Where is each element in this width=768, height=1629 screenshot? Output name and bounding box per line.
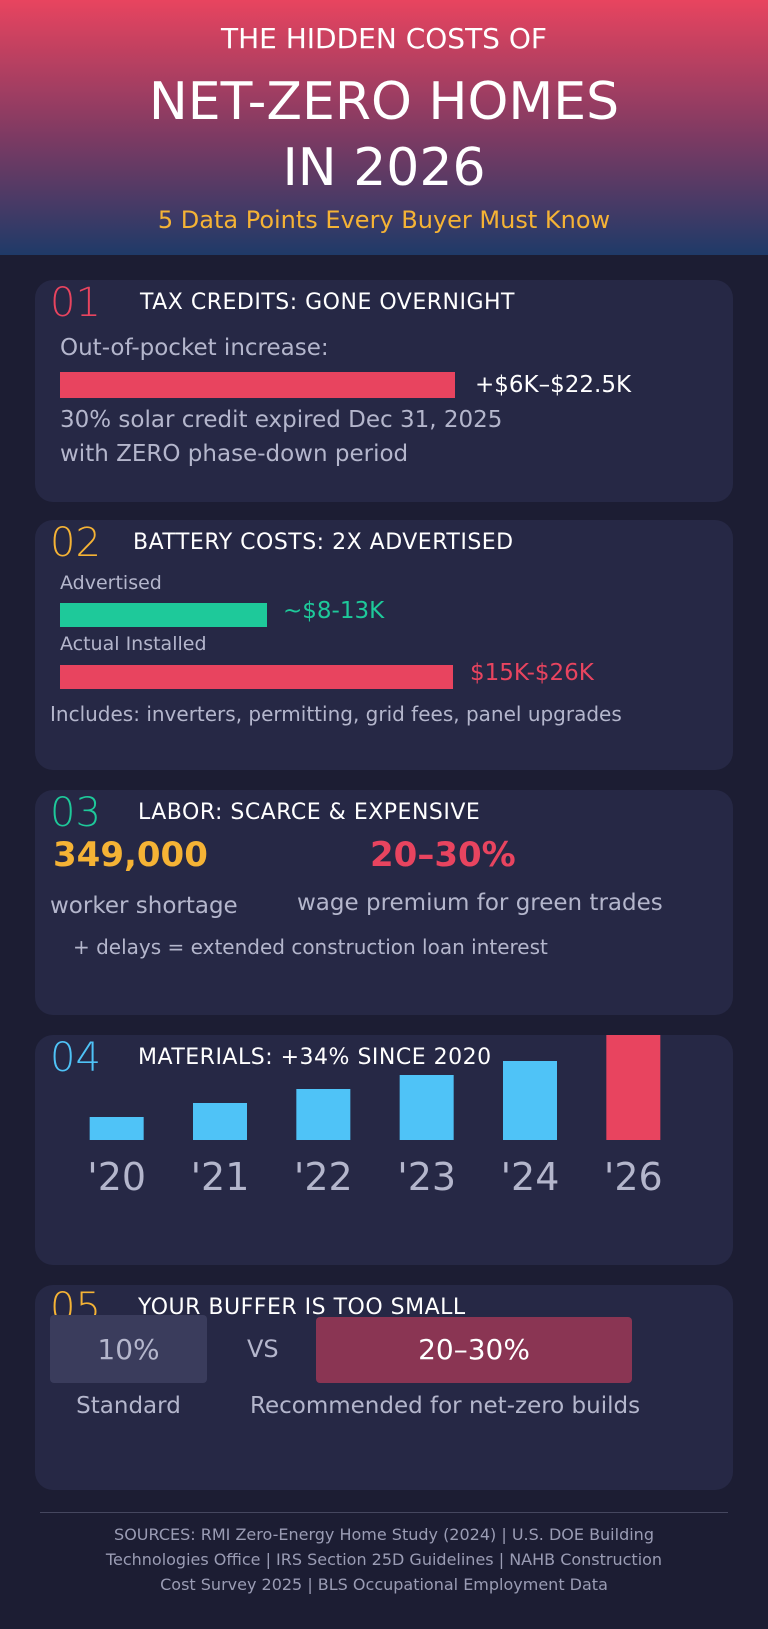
card: 01 TAX CREDITS: GONE OVERNIGHT Out-of-po… [35,280,733,502]
bar-label: +$6K–$22.5K [475,372,632,398]
section-title: MATERIALS: +34% SINCE 2020 [138,1045,492,1070]
x-tick-label: '21 [191,1155,250,1199]
note: Includes: inverters, permitting, grid fe… [50,702,622,726]
section-title: BATTERY COSTS: 2X ADVERTISED [133,530,514,555]
card: 05 YOUR BUFFER IS TOO SMALL 10% Standard… [35,1285,733,1490]
section-number: 02 [50,520,101,566]
section-number: 03 [50,790,101,836]
box [316,1317,632,1383]
box [50,1315,207,1383]
x-tick-label: '23 [397,1155,456,1199]
section-number: 01 [50,280,101,326]
card: 03 LABOR: SCARCE & EXPENSIVE 349,000 20–… [35,790,733,1015]
x-tick-label: '20 [87,1155,146,1199]
title: IN 2026 [282,138,486,198]
title: NET-ZERO HOMES [148,72,620,132]
label: Standard [76,1393,181,1419]
stat-label: wage premium for green trades [297,890,663,916]
x-tick-label: '26 [604,1155,663,1199]
subtitle: 5 Data Points Every Buyer Must Know [157,206,611,234]
source-line: Cost Survey 2025 | BLS Occupational Empl… [160,1575,608,1594]
label: Out-of-pocket increase: [60,335,329,361]
bar [89,1117,144,1140]
value: 10% [97,1333,160,1366]
stat: 20–30% [370,835,516,875]
stat-label: worker shortage [50,893,238,919]
section-title: TAX CREDITS: GONE OVERNIGHT [140,290,515,315]
value: 20–30% [418,1333,530,1366]
header: THE HIDDEN COSTS OF NET-ZERO HOMES IN 20… [0,0,768,255]
bar [60,372,455,398]
section-title: LABOR: SCARCE & EXPENSIVE [138,800,481,825]
bar [193,1103,247,1140]
value-label: $15K-$26K [470,660,594,686]
note: + delays = extended construction loan in… [73,935,548,959]
divider [40,1512,728,1513]
bar [503,1061,557,1140]
card: 02 BATTERY COSTS: 2X ADVERTISED Advertis… [35,520,733,770]
label: Recommended for net-zero builds [250,1393,641,1419]
bar [60,603,267,627]
kicker: THE HIDDEN COSTS OF [220,22,547,55]
source-line: SOURCES: RMI Zero-Energy Home Study (202… [114,1525,654,1544]
card: 04 MATERIALS: +34% SINCE 2020 '20'21'22 '… [35,1035,733,1265]
bar [606,1035,661,1140]
label: Actual Installed [60,633,207,655]
bar [60,665,453,689]
section-number: 04 [50,1035,101,1081]
x-tick-label: '22 [294,1155,353,1199]
bar-chart: '20 '21 '22 '23 '24 '26 [87,1035,663,1199]
x-tick-label: '24 [501,1155,560,1199]
bar [296,1089,351,1140]
label: Advertised [60,572,162,594]
bar [399,1075,454,1140]
value-label: ~$8-13K [283,598,385,624]
note: with ZERO phase-down period [60,441,409,467]
note: 30% solar credit expired Dec 31, 2025 [60,407,503,433]
source-line: Technologies Office | IRS Section 25D Gu… [105,1550,663,1569]
stat: 349,000 [53,835,208,875]
vs: VS [247,1335,279,1363]
